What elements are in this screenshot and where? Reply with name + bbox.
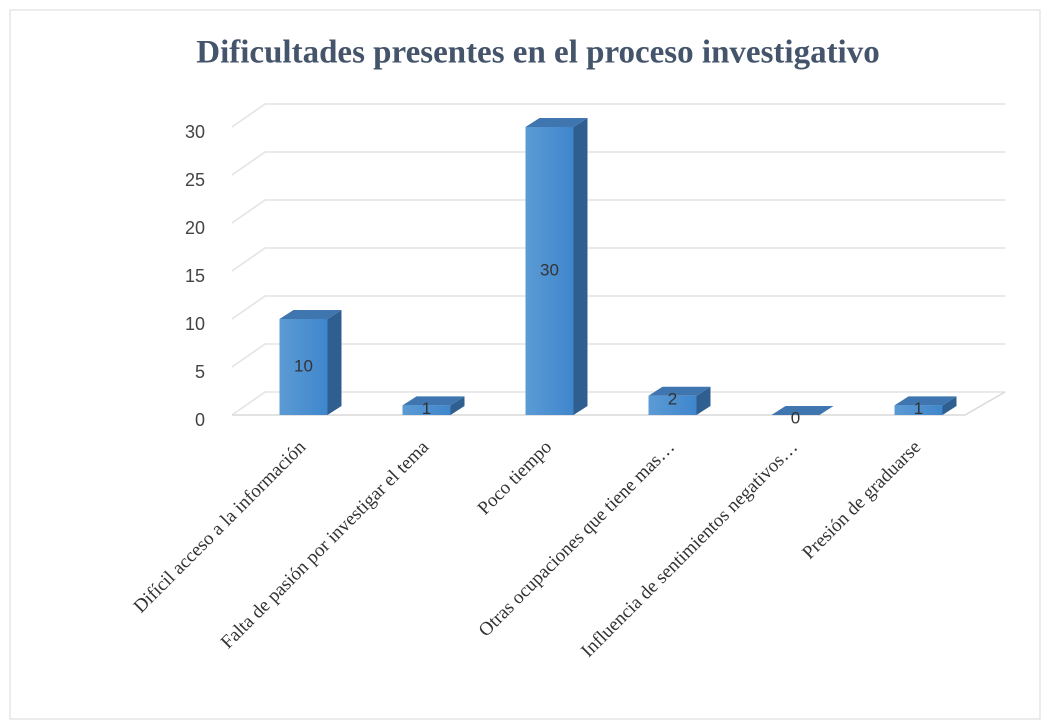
y-tick-label: 10 [185,314,205,334]
floor [232,391,1006,416]
data-label: 0 [791,408,800,427]
chart-title: Dificultades presentes en el proceso inv… [196,35,879,71]
bar [525,118,588,415]
data-label: 10 [294,356,313,375]
bar-side [942,396,957,415]
y-tick-label: 30 [185,122,205,142]
grid-line [231,151,1005,176]
bar [402,396,465,415]
bar-front [279,319,328,415]
bar [894,396,957,415]
grid-line [231,343,1005,368]
bar-top [525,118,588,127]
bar-front [525,127,574,415]
bar-top [894,396,957,406]
bar-top [771,406,834,415]
grid-line [231,295,1005,320]
bar [771,406,834,415]
y-tick-label: 20 [185,218,205,238]
bar-top [279,310,342,319]
bar-top [648,386,711,396]
grid-line [231,199,1005,224]
grid-line [231,391,1005,416]
bar-side [450,396,465,415]
y-tick-label: 15 [185,266,205,286]
bar-front [894,405,943,415]
data-label: 1 [422,399,431,418]
bar-side [573,118,588,415]
grid-line [231,103,1005,128]
bar-front [402,405,451,415]
grid-line [231,247,1005,272]
y-tick-label: 5 [195,362,205,382]
data-label: 2 [668,389,677,408]
bar [279,310,342,415]
data-label: 30 [540,260,559,279]
bar-side [327,310,342,415]
chart-frame [9,9,1041,720]
bar [648,386,711,415]
bar-top [402,396,465,406]
bar-front [648,395,697,415]
data-label: 1 [914,399,923,418]
y-tick-label: 25 [185,170,205,190]
y-tick-label: 0 [195,410,205,430]
bar-side [696,386,711,415]
